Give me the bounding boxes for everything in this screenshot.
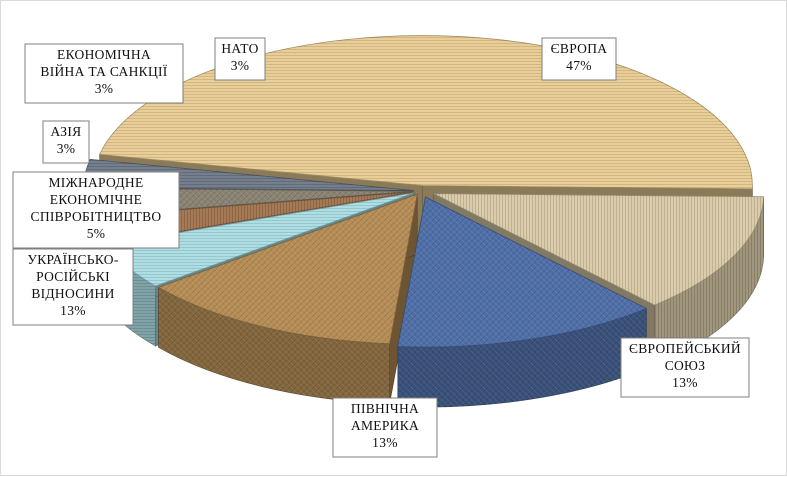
slice-name-label: ЕКОНОМІЧНЕ bbox=[50, 192, 142, 207]
slice-name-label: ПІВНІЧНА bbox=[351, 401, 419, 416]
slice-name-label: АМЕРИКА bbox=[351, 418, 419, 433]
pie-slice-2 bbox=[397, 196, 648, 348]
slice-name-label: СОЮЗ bbox=[665, 358, 706, 373]
slice-label-5: АЗІЯ 3% bbox=[42, 120, 90, 164]
slice-value-label: 47% bbox=[566, 58, 592, 73]
slice-value-label: 3% bbox=[231, 58, 250, 73]
slice-name-label: НАТО bbox=[221, 41, 258, 56]
slice-name-label: АЗІЯ bbox=[51, 124, 82, 139]
slice-label-2: ПІВНІЧНА АМЕРИКА 13% bbox=[332, 397, 438, 458]
slice-value-label: 13% bbox=[60, 303, 86, 318]
pie-slice-1 bbox=[433, 193, 765, 306]
slice-label-4: МІЖНАРОДНЕ ЕКОНОМІЧНЕ СПІВРОБІТНИЦТВО 5% bbox=[12, 171, 180, 249]
pie-slice-3 bbox=[157, 193, 418, 345]
slice-name-label: УКРАЇНСЬКО- bbox=[27, 252, 119, 267]
slice-label-3: УКРАЇНСЬКО- РОСІЙСЬКІ ВІДНОСИНИ 13% bbox=[12, 248, 134, 326]
slice-label-7: НАТО 3% bbox=[214, 37, 266, 81]
slice-name-label: СПІВРОБІТНИЦТВО bbox=[31, 209, 162, 224]
slice-value-label: 3% bbox=[57, 141, 76, 156]
slice-name-label: ЄВРОПЕЙСЬКИЙ bbox=[629, 341, 741, 356]
slice-name-label: ВІДНОСИНИ bbox=[31, 286, 114, 301]
slice-value-label: 5% bbox=[87, 226, 106, 241]
slice-value-label: 13% bbox=[372, 435, 398, 450]
slice-value-label: 13% bbox=[672, 375, 698, 390]
slice-name-label: МІЖНАРОДНЕ bbox=[48, 175, 143, 190]
slice-label-6: ЕКОНОМІЧНА ВІЙНА ТА САНКЦІЇ 3% bbox=[24, 43, 184, 104]
slice-name-label: РОСІЙСЬКІ bbox=[36, 269, 110, 284]
slice-name-label: ЕКОНОМІЧНА bbox=[57, 47, 151, 62]
slice-value-label: 3% bbox=[95, 81, 114, 96]
slice-label-1: ЄВРОПЕЙСЬКИЙ СОЮЗ 13% bbox=[620, 337, 750, 398]
slice-name-label: ЄВРОПА bbox=[551, 41, 608, 56]
slice-name-label: ВІЙНА ТА САНКЦІЇ bbox=[40, 64, 167, 79]
slice-label-0: ЄВРОПА 47% bbox=[541, 37, 617, 81]
